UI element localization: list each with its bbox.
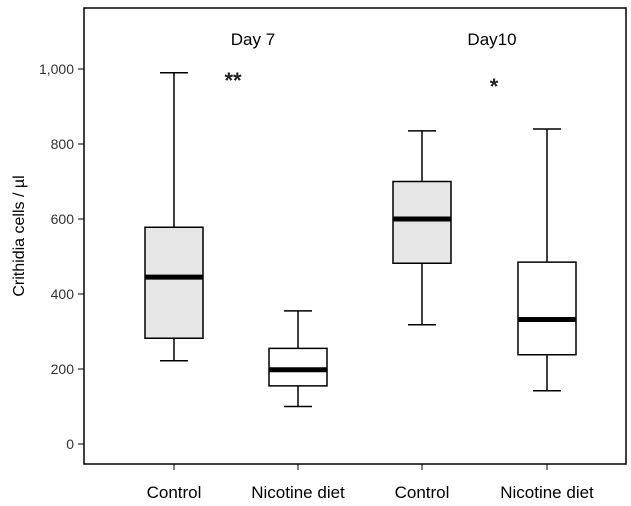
iqr-box [392, 180, 452, 264]
y-tick-label: 400 [51, 286, 75, 302]
significance-mark: * [490, 74, 499, 99]
x-tick-label: Control [147, 483, 202, 502]
y-tick-label: 600 [51, 211, 75, 227]
x-tick-label: Control [395, 483, 450, 502]
box-2 [268, 310, 328, 470]
group-title: Day10 [467, 30, 516, 49]
box-3 [392, 130, 452, 470]
x-tick-label: Nicotine diet [251, 483, 345, 502]
annotations: Control Nicotine diet Control Nicotine diet… [147, 30, 594, 502]
y-axis-label: Crithidia cells / µl [11, 175, 28, 296]
x-tick-label: Nicotine diet [500, 483, 594, 502]
group-title: Day 7 [231, 30, 275, 49]
iqr-box [144, 226, 204, 339]
y-tick-label: 200 [51, 361, 75, 377]
box-4 [517, 128, 577, 470]
box-series [144, 72, 577, 470]
y-tick-label: 0 [66, 436, 74, 452]
y-tick-label: 1,000 [39, 61, 74, 77]
significance-mark: ** [224, 68, 242, 93]
y-axis: 0 200 400 600 800 1,000 [39, 61, 84, 452]
box-1 [144, 72, 204, 470]
y-tick-label: 800 [51, 136, 75, 152]
iqr-box [268, 347, 328, 387]
iqr-box [517, 261, 577, 356]
